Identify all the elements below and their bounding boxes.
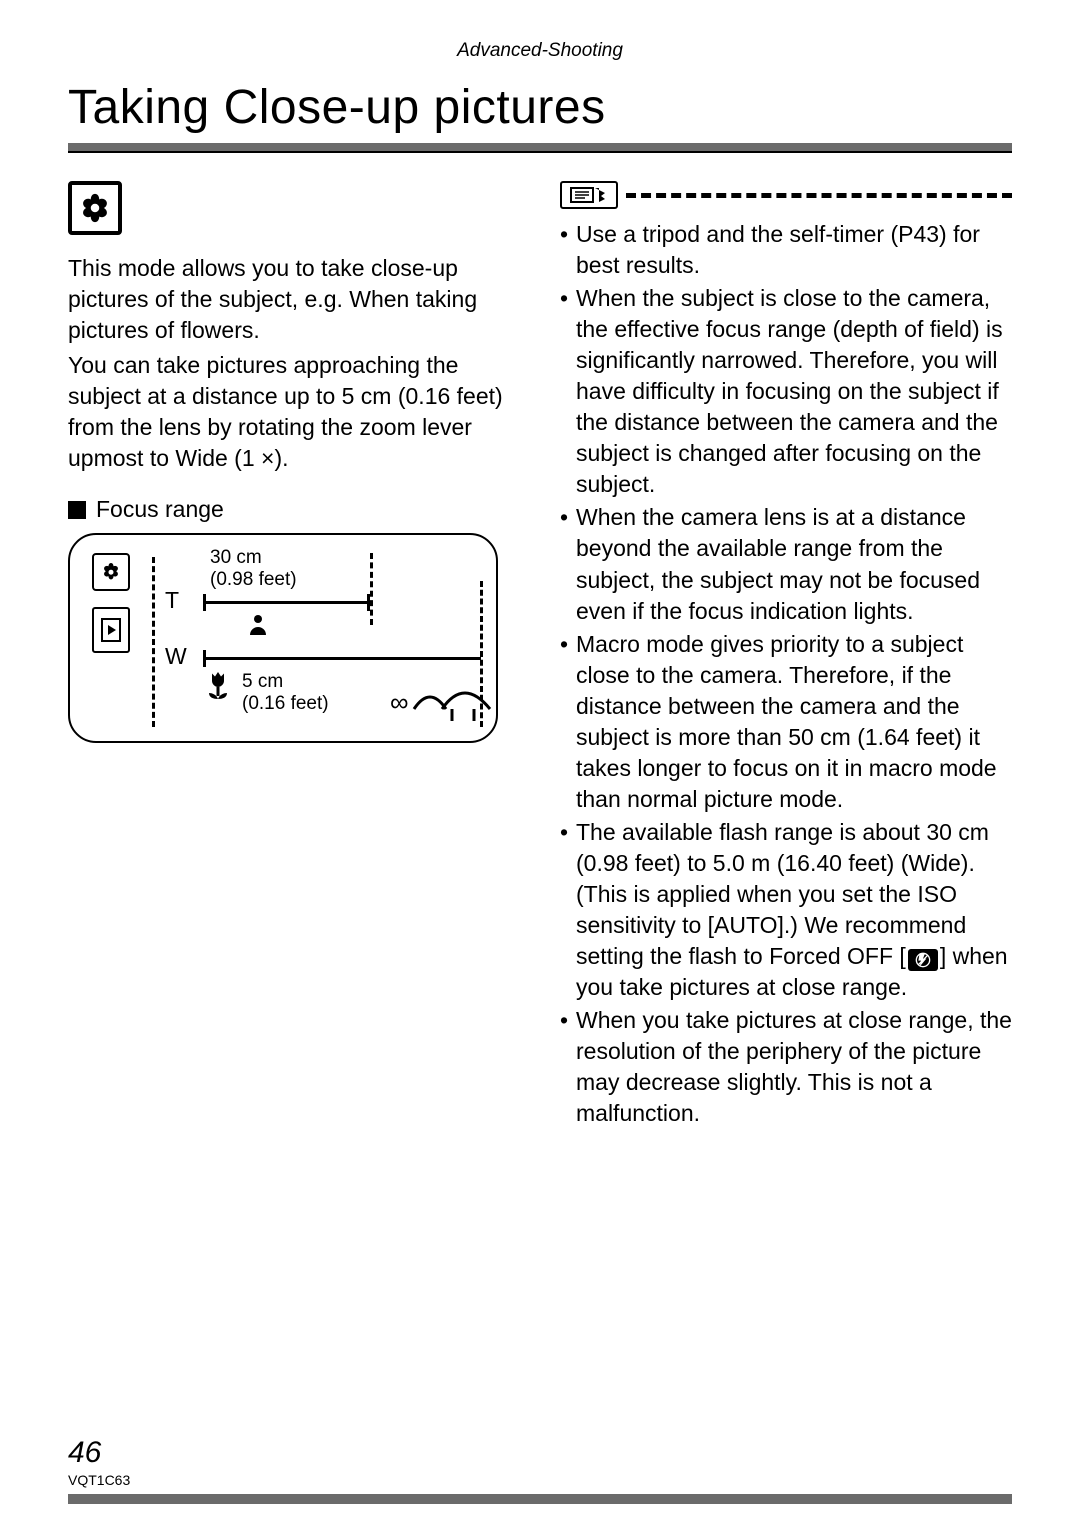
flash-off-icon <box>908 949 938 971</box>
w-dist-2: (0.16 feet) <box>242 693 329 714</box>
t-dist-1: 30 cm <box>210 547 262 568</box>
notes-list: Use a tripod and the self-timer (P43) fo… <box>560 219 1012 1129</box>
right-column: Use a tripod and the self-timer (P43) fo… <box>560 181 1012 1131</box>
person-icon <box>246 613 270 637</box>
notes-dash-rule <box>626 193 1012 198</box>
note-item: When the subject is close to the camera,… <box>560 283 1012 500</box>
note-item: Use a tripod and the self-timer (P43) fo… <box>560 219 1012 281</box>
diagram-axis-dash <box>152 557 155 727</box>
diagram-w-label: W <box>165 643 187 670</box>
intro-para-1: This mode allows you to take close-up pi… <box>68 253 520 346</box>
section-header: Advanced-Shooting <box>68 40 1012 62</box>
page-title: Taking Close-up pictures <box>68 80 1012 135</box>
note-item: When you take pictures at close range, t… <box>560 1005 1012 1129</box>
diagram-t-distance: 30 cm (0.98 feet) <box>210 547 297 591</box>
focus-range-label: Focus range <box>96 496 224 523</box>
diagram-w-distance: 5 cm (0.16 feet) <box>242 671 329 715</box>
diagram-playback-icon <box>92 607 130 653</box>
diagram-macro-icon <box>92 553 130 591</box>
page-number: 46 <box>68 1436 1012 1470</box>
infinity-symbol: ∞ <box>390 687 409 718</box>
note-item: Macro mode gives priority to a subject c… <box>560 629 1012 815</box>
doc-code: VQT1C63 <box>68 1472 1012 1488</box>
tulip-icon <box>200 669 236 705</box>
focus-range-diagram: T W 30 cm (0.98 feet) 5 cm (0.16 feet) ∞ <box>68 533 498 743</box>
content-columns: This mode allows you to take close-up pi… <box>68 181 1012 1131</box>
notes-header <box>560 181 1012 209</box>
diagram-t-bar <box>203 601 370 604</box>
t-dist-2: (0.98 feet) <box>210 569 297 590</box>
note-icon <box>560 181 618 209</box>
diagram-t-end-dash <box>370 553 373 625</box>
diagram-w-bar <box>203 657 481 660</box>
landscape-icon <box>412 679 492 723</box>
page-footer: 46 VQT1C63 <box>68 1436 1012 1504</box>
intro-para-2: You can take pictures approaching the su… <box>68 350 520 474</box>
note-item: When the camera lens is at a distance be… <box>560 502 1012 626</box>
bullet-square-icon <box>68 501 86 519</box>
footer-rule <box>68 1494 1012 1504</box>
focus-range-heading: Focus range <box>68 496 520 523</box>
macro-mode-icon <box>68 181 122 235</box>
left-column: This mode allows you to take close-up pi… <box>68 181 520 1131</box>
w-dist-1: 5 cm <box>242 671 283 692</box>
flower-icon <box>78 191 112 225</box>
note-item-flash: The available flash range is about 30 cm… <box>560 817 1012 1003</box>
title-rule <box>68 143 1012 153</box>
diagram-t-label: T <box>165 587 179 614</box>
